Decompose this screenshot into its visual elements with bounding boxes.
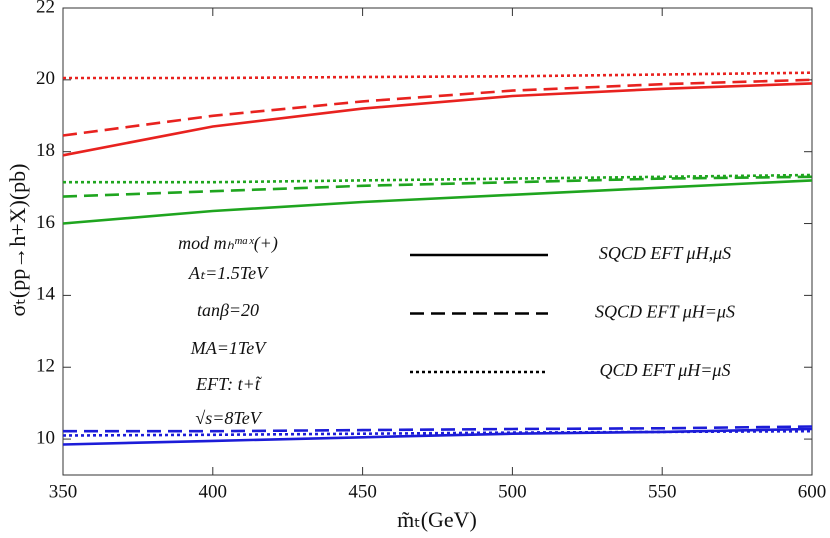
x-tick-label: 450 <box>348 481 377 502</box>
annotation: EFT: t+t̃ <box>195 374 263 394</box>
y-axis-label: σₜ(pp→h+X)(pb) <box>5 164 30 317</box>
series-line <box>63 71 813 80</box>
annotation: MA=1TeV <box>190 338 267 358</box>
y-tick-label: 20 <box>36 68 55 89</box>
annotation: Aₜ=1.5TeV <box>188 263 269 283</box>
annotation: √s=8TeV <box>195 408 262 428</box>
plot-frame <box>62 7 813 476</box>
legend-label: SQCD EFT μH,μS <box>599 243 731 263</box>
annotation: tanβ=20 <box>197 300 259 320</box>
x-tick-label: 350 <box>49 481 78 502</box>
x-axis-label: m̃ₜ(GeV) <box>397 507 477 532</box>
x-tick-label: 500 <box>498 481 527 502</box>
y-tick-label: 12 <box>36 356 55 377</box>
y-tick-label: 16 <box>36 212 55 233</box>
annotation: mod mₕᵐᵃˣ(+) <box>178 233 278 254</box>
series-line <box>62 179 813 225</box>
legend-label: QCD EFT μH=μS <box>600 360 731 380</box>
x-tick-label: 600 <box>798 481 827 502</box>
y-tick-label: 22 <box>36 0 55 17</box>
series-line <box>62 429 813 437</box>
x-tick-label: 550 <box>648 481 677 502</box>
series-line <box>63 173 813 184</box>
y-tick-label: 18 <box>36 140 55 161</box>
y-tick-label: 14 <box>36 284 56 305</box>
legend-label: SQCD EFT μH=μS <box>595 302 735 322</box>
series-line <box>62 82 813 157</box>
x-tick-label: 400 <box>199 481 228 502</box>
y-tick-label: 10 <box>36 427 55 448</box>
